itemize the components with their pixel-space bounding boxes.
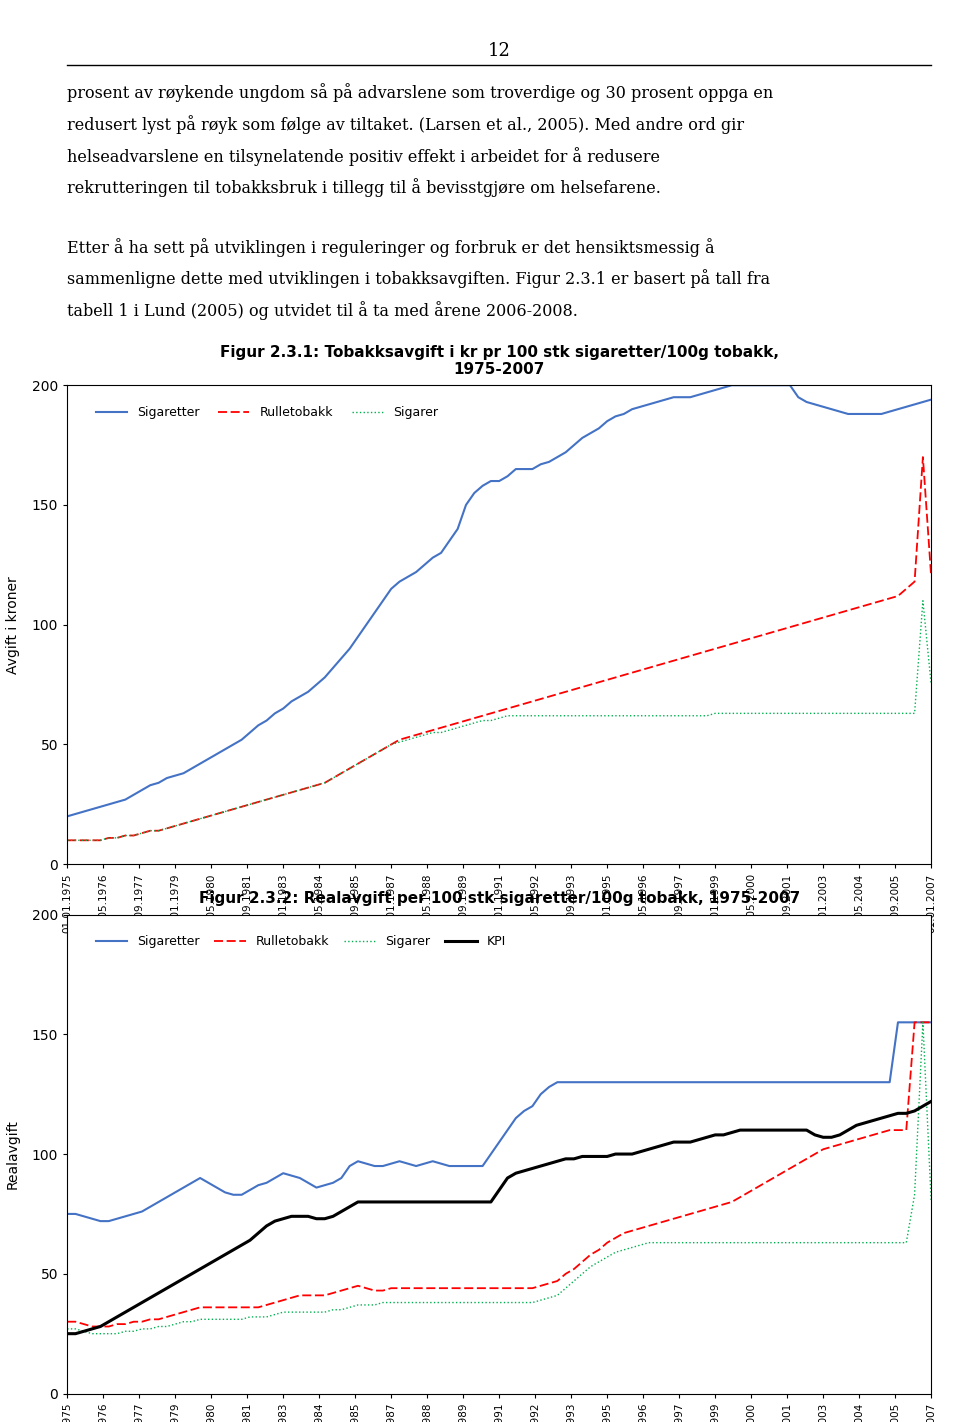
Text: 12: 12 <box>488 41 511 60</box>
Y-axis label: Avgift i kroner: Avgift i kroner <box>6 576 20 674</box>
Y-axis label: Realavgift: Realavgift <box>6 1119 20 1189</box>
Title: Figur 2.3.2: Realavgift per 100 stk sigaretter/100g tobakk, 1975-2007: Figur 2.3.2: Realavgift per 100 stk siga… <box>199 892 800 906</box>
Legend: Sigaretter, Rulletobakk, Sigarer, KPI: Sigaretter, Rulletobakk, Sigarer, KPI <box>91 930 511 953</box>
Title: Figur 2.3.1: Tobakksavgift i kr pr 100 stk sigaretter/100g tobakk,
1975-2007: Figur 2.3.1: Tobakksavgift i kr pr 100 s… <box>220 344 779 377</box>
Text: prosent av røykende ungdom så på advarslene som troverdige og 30 prosent oppga e: prosent av røykende ungdom så på advarsl… <box>67 84 774 320</box>
Legend: Sigaretter, Rulletobakk, Sigarer: Sigaretter, Rulletobakk, Sigarer <box>91 401 443 424</box>
